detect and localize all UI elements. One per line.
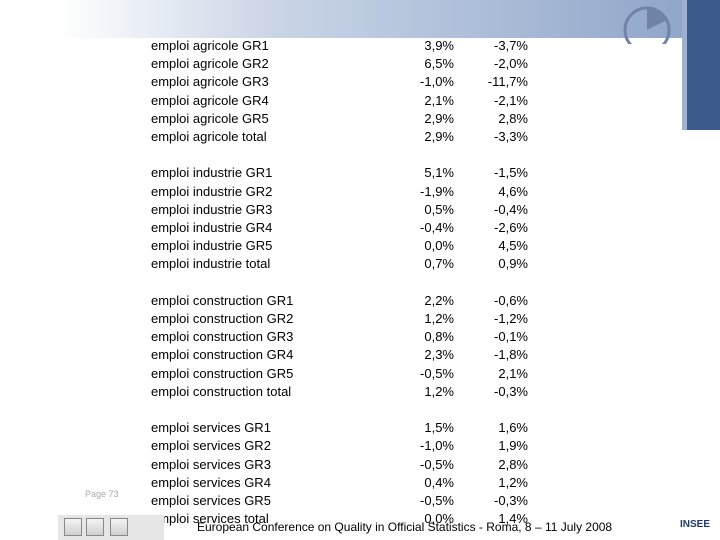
value-2: 1,4% — [498, 511, 528, 527]
value-2: 2,8% — [498, 110, 528, 126]
value-1: 5,1% — [424, 165, 454, 181]
row-label: emploi construction GR5 — [151, 365, 294, 381]
value-2: 0,9% — [498, 256, 528, 272]
row-label: emploi industrie GR2 — [151, 183, 273, 199]
value-2: -2,1% — [494, 92, 528, 108]
value-2: -0,3% — [494, 383, 528, 399]
row-label: emploi services GR2 — [151, 438, 271, 454]
value-1: 3,9% — [424, 38, 454, 53]
value-1: -0,4% — [420, 220, 454, 235]
value-2: -2,6% — [494, 220, 528, 235]
value-1: -0,5% — [420, 365, 454, 381]
page-number: Page 73 — [85, 489, 119, 499]
row-label: emploi industrie GR3 — [151, 201, 273, 217]
header-band — [58, 0, 690, 38]
value-1: -1,9% — [420, 183, 454, 199]
row-label: emploi agricole GR4 — [151, 92, 269, 108]
row-label: emploi industrie GR1 — [151, 165, 273, 181]
conference-footer: European Conference on Quality in Offici… — [197, 520, 613, 534]
value-2: 1,9% — [498, 438, 528, 454]
value-1: 6,5% — [424, 56, 454, 72]
value-1: 2,1% — [424, 92, 454, 108]
value-2: -3,7% — [494, 38, 528, 53]
value-2: -11,7% — [487, 74, 528, 90]
logo-graphic — [623, 6, 671, 44]
value-1: -0,5% — [420, 493, 454, 508]
value-2: 1,6% — [498, 420, 528, 436]
value-1: -0,5% — [420, 456, 454, 472]
value-2: -3,3% — [494, 129, 528, 144]
value-1: 2,2% — [424, 292, 454, 308]
value-1: -1,0% — [420, 74, 454, 90]
row-label: emploi services GR4 — [151, 474, 271, 490]
value-1: 1,2% — [424, 311, 454, 326]
value-2: -0,6% — [494, 292, 528, 308]
row-label: emploi services total — [151, 511, 269, 527]
value-2: -1,5% — [494, 165, 528, 181]
row-label: emploi agricole GR2 — [151, 56, 269, 72]
value-2: 2,1% — [498, 365, 528, 381]
row-label: emploi construction GR1 — [151, 292, 294, 308]
value-2: -2,0% — [494, 56, 528, 72]
row-label: emploi industrie total — [151, 256, 271, 272]
value-1: 0,8% — [424, 329, 454, 345]
side-bar — [687, 0, 720, 130]
value-1: 0,7% — [424, 256, 454, 272]
value-2: -0,4% — [494, 201, 528, 217]
value-2: 1,2% — [498, 474, 528, 490]
value-1: 2,9% — [424, 110, 454, 126]
value-1: 1,2% — [424, 383, 454, 399]
row-label: emploi agricole GR5 — [151, 110, 269, 126]
value-1: 0,5% — [424, 201, 454, 217]
row-label: emploi construction GR4 — [151, 347, 294, 363]
side-accent — [682, 0, 687, 130]
row-label: emploi services GR3 — [151, 456, 271, 472]
row-label: emploi services GR1 — [151, 420, 271, 436]
value-2: -1,2% — [494, 311, 528, 326]
value-2: 2,8% — [498, 456, 528, 472]
value-2: -1,8% — [494, 347, 528, 363]
row-label: emploi construction total — [151, 383, 292, 399]
value-1: 0,0% — [424, 238, 454, 254]
value-1: 2,9% — [424, 129, 454, 144]
insee-logo: INSEE — [680, 519, 711, 530]
value-1: 2,3% — [424, 347, 454, 363]
next-button[interactable] — [110, 518, 128, 536]
value-2: -0,1% — [494, 329, 528, 345]
value-1: -1,0% — [420, 438, 454, 454]
value-1: 0,0% — [424, 511, 454, 527]
row-label: emploi agricole GR1 — [151, 38, 269, 53]
value-1: 1,5% — [424, 420, 454, 436]
value-2: -0,3% — [494, 493, 528, 508]
row-label: emploi construction GR3 — [151, 329, 294, 345]
row-label: emploi services GR5 — [151, 493, 271, 508]
value-1: 0,4% — [424, 474, 454, 490]
prev-button[interactable] — [64, 518, 82, 536]
value-2: 4,6% — [498, 183, 528, 199]
row-label: emploi construction GR2 — [151, 311, 294, 326]
home-button[interactable] — [86, 518, 104, 536]
value-2: 4,5% — [498, 238, 528, 254]
row-label: emploi agricole total — [151, 129, 267, 144]
row-label: emploi industrie GR4 — [151, 220, 273, 235]
row-label: emploi agricole GR3 — [151, 74, 269, 90]
row-label: emploi industrie GR5 — [151, 238, 273, 254]
